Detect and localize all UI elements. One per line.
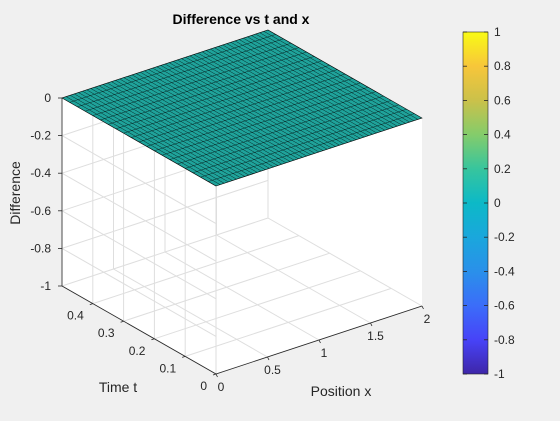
colorbar-tick-label: 0.8	[494, 59, 511, 73]
colorbar-tick-label: 0.4	[494, 128, 511, 142]
grid-line-z-back-wall	[61, 217, 269, 287]
z-tick-label: 0	[44, 91, 51, 105]
grid-line-t-floor	[154, 270, 361, 340]
colorbar-tick-label: 1	[494, 25, 501, 39]
colorbar-tick-label: -0.8	[494, 333, 515, 347]
x-tick-label: 0.5	[264, 363, 281, 377]
grid-line-x-floor	[113, 268, 268, 358]
tick-labels: 0 0.5 1 1.5 2 0 0.1 0.2 0.3 0.4 0 -0.2 -0.4 -0.6 -0.8 -…	[30, 91, 430, 394]
surface-plot	[61, 29, 423, 187]
y-tick-label: 0.2	[129, 344, 146, 358]
surface-mesh-line	[169, 91, 376, 160]
grid-line-x-floor	[164, 251, 320, 341]
colorbar-ticks: 1 0.8 0.6 0.4 0.2 0 -0.2 -0.4 -0.6 -0.8 -1	[463, 25, 515, 381]
surface-mesh-line	[192, 104, 399, 174]
x-tick-label: 1.5	[367, 329, 384, 343]
surface-mesh-line	[208, 113, 415, 182]
y-tick-label: 0.4	[67, 309, 84, 323]
y-tick-label: 0.3	[98, 326, 115, 340]
surface-mesh-line	[100, 51, 307, 121]
x-tick-label: 0	[218, 380, 225, 394]
surface-mesh-line	[138, 73, 346, 143]
y-axis-label: Time t	[99, 379, 137, 395]
grid-line-t-floor	[92, 235, 299, 305]
surface-mesh-line	[146, 78, 353, 147]
y-tick-mark	[120, 320, 124, 323]
colorbar-tick-label: 0	[494, 196, 501, 210]
y-tick-label: 0.1	[160, 361, 177, 375]
y-tick-mark	[182, 356, 186, 358]
grid-line-t-floor	[185, 287, 392, 357]
x-tick-mark	[267, 356, 270, 361]
surface-mesh-line	[108, 56, 315, 125]
surface-mesh-line	[177, 95, 384, 165]
x-tick-mark	[215, 373, 218, 378]
grid-line-z-left-wall	[61, 247, 217, 337]
grid-line-x-floor	[216, 234, 371, 324]
grid-line-z-left-wall	[61, 210, 217, 300]
z-tick-label: -1	[40, 279, 51, 293]
y-tick-label: 0	[200, 379, 207, 393]
x-tick-label: 2	[424, 312, 431, 326]
chart-title: Difference vs t and x	[173, 11, 310, 27]
surface-mesh-line	[85, 42, 292, 112]
colorbar-tick-label: -0.6	[494, 299, 515, 313]
z-axis-label: Difference	[7, 161, 23, 225]
surface-mesh-line	[69, 34, 276, 103]
grid-line-t-floor	[123, 252, 330, 322]
y-tick-mark	[212, 373, 217, 376]
colorbar-gradient	[462, 31, 489, 375]
x-tick-mark	[370, 322, 373, 327]
grid-line-x-floor	[267, 217, 423, 307]
colorbar-tick-label: 0.2	[494, 162, 511, 176]
surface-mesh-line	[92, 47, 299, 116]
surface-mesh-line	[162, 86, 369, 156]
colorbar-tick-label: 0.6	[494, 93, 511, 107]
colorbar-tick-label: -1	[494, 367, 505, 381]
y-tick-mark	[89, 303, 93, 305]
surface-mesh-line	[131, 69, 338, 138]
axes-3d: 0 0.5 1 1.5 2 0 0.1 0.2 0.3 0.4 0 -0.2 -0.4 -0.6 -0.8 -…	[30, 29, 431, 394]
x-tick-mark	[318, 339, 321, 344]
z-tick-label: -0.2	[30, 129, 51, 143]
surface-mesh-line	[123, 64, 330, 134]
surface-mesh-line	[77, 38, 284, 108]
x-tick-mark	[421, 305, 424, 310]
grid-line-z-back-wall	[61, 179, 269, 249]
surface-mesh-line	[115, 60, 322, 130]
z-tick-label: -0.6	[30, 204, 51, 218]
x-tick-label: 1	[321, 346, 328, 360]
colorbar: 1 0.8 0.6 0.4 0.2 0 -0.2 -0.4 -0.6 -0.8 -1	[462, 25, 515, 381]
y-tick-mark	[151, 338, 155, 341]
colorbar-tick-label: -0.2	[494, 230, 515, 244]
surface-mesh-line	[185, 100, 392, 169]
grid-line-z-left-wall	[61, 135, 217, 225]
colorbar-tick-label: -0.4	[494, 264, 515, 278]
surface-mesh-line	[154, 82, 361, 152]
grid-line-z-left-wall	[61, 172, 217, 262]
x-axis-label: Position x	[311, 383, 372, 399]
z-tick-label: -0.4	[30, 166, 51, 180]
surface-mesh-line	[200, 108, 407, 178]
y-axis-line	[61, 285, 217, 375]
z-tick-label: -0.8	[30, 241, 51, 255]
